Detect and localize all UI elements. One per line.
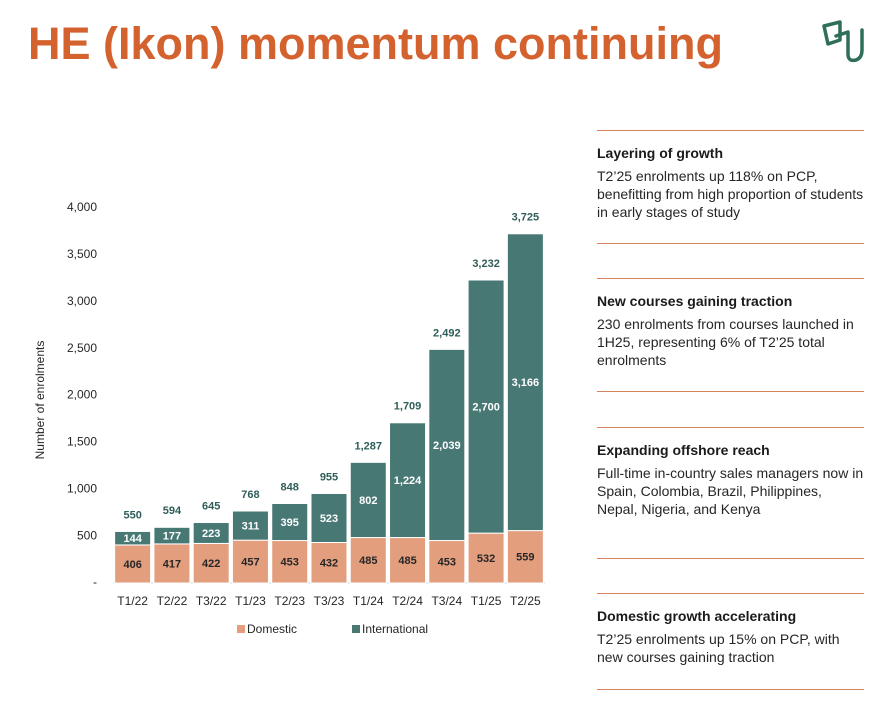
x-tick-label: T1/24	[353, 594, 384, 608]
legend-label: International	[362, 622, 428, 636]
segment-label: 311	[242, 520, 260, 532]
total-label: 768	[241, 489, 259, 501]
segment-label: 144	[123, 533, 142, 545]
bar-segment	[506, 530, 544, 584]
bar-segment	[192, 522, 230, 544]
legend-swatch	[352, 625, 360, 633]
x-tick-label: T2/23	[274, 594, 305, 608]
y-tick-label: 1,500	[67, 435, 97, 449]
bar-segment	[389, 422, 427, 539]
segment-label: 453	[438, 557, 456, 569]
bar-segment	[310, 542, 348, 584]
segment-label: 1,224	[394, 475, 422, 487]
segment-label: 2,039	[433, 440, 461, 452]
bar-segment	[467, 279, 505, 534]
segment-label: 485	[359, 555, 377, 567]
bar-segment	[467, 532, 505, 584]
x-tick-label: T2/22	[157, 594, 188, 608]
x-tick-label: T3/23	[314, 594, 345, 608]
total-label: 848	[281, 481, 299, 493]
bar-segment	[349, 461, 387, 539]
y-tick-label: 500	[77, 528, 97, 542]
segment-label: 523	[320, 513, 338, 525]
total-label: 550	[123, 509, 141, 521]
bar-segment	[389, 537, 427, 584]
bar-segment	[231, 539, 269, 584]
y-tick-label: -	[93, 575, 97, 589]
y-axis-label: Number of enrolments	[33, 341, 47, 460]
slide-title: HE (Ikon) momentum continuing	[28, 18, 723, 69]
legend-label: Domestic	[247, 622, 297, 636]
segment-label: 223	[202, 528, 220, 540]
y-tick-label: 3,500	[67, 247, 97, 261]
y-tick-label: 4,000	[67, 200, 97, 214]
panel-body: 230 enrolments from courses launched in …	[597, 316, 854, 368]
panel-body: T2’25 enrolments up 118% on PCP, benefit…	[597, 168, 864, 220]
panel: Layering of growth T2’25 enrolments up 11…	[597, 130, 864, 244]
x-tick-label: T2/25	[510, 594, 541, 608]
segment-label: 532	[477, 553, 495, 565]
bar-segment	[428, 348, 466, 542]
bar-segment	[428, 540, 466, 584]
panel: Domestic growth accelerating T2’25 enrolm…	[597, 593, 864, 690]
bar-segment	[271, 540, 309, 584]
segment-label: 177	[163, 531, 181, 543]
total-label: 594	[163, 505, 182, 517]
x-tick-label: T1/22	[117, 594, 148, 608]
bar-segment	[153, 543, 191, 584]
segment-label: 422	[202, 558, 220, 570]
segment-label: 417	[163, 558, 181, 570]
panel-heading: Domestic growth accelerating	[597, 608, 797, 624]
panel-body: T2’25 enrolments up 15% on PCP, with new…	[597, 631, 840, 665]
total-label: 3,725	[512, 212, 540, 224]
bar-segment	[114, 530, 152, 546]
y-tick-label: 1,000	[67, 481, 97, 495]
bar-segment	[114, 544, 152, 584]
bar-segment	[192, 542, 230, 584]
bar-segment	[349, 537, 387, 584]
x-tick-label: T3/22	[196, 594, 227, 608]
legend-swatch	[237, 625, 245, 633]
panel: New courses gaining traction 230 enrolmen…	[597, 278, 864, 392]
total-label: 1,709	[394, 401, 422, 413]
bar-segment	[310, 492, 348, 543]
segment-label: 3,166	[512, 377, 540, 389]
segment-label: 406	[123, 559, 141, 571]
panel-heading: Layering of growth	[597, 145, 723, 161]
x-tick-label: T3/24	[431, 594, 462, 608]
segment-label: 395	[281, 517, 299, 529]
segment-label: 802	[359, 495, 377, 507]
panel-heading: New courses gaining traction	[597, 293, 793, 309]
segment-label: 559	[516, 552, 534, 564]
segment-label: 453	[281, 557, 299, 569]
chart: - 500 1,000 1,500 2,000 2,500 3,000 3,500 4,000 N…	[33, 200, 545, 636]
panel-heading: Expanding offshore reach	[597, 442, 770, 458]
total-label: 955	[320, 471, 338, 483]
total-label: 2,492	[433, 327, 461, 339]
x-tick-label: T2/24	[392, 594, 423, 608]
panel-body: Full-time in-country sales managers now …	[597, 465, 864, 517]
logo	[822, 20, 864, 63]
segment-label: 2,700	[472, 401, 500, 413]
segment-label: 485	[398, 555, 416, 567]
y-tick-label: 2,500	[67, 341, 97, 355]
total-label: 1,287	[355, 440, 383, 452]
x-tick-label: T1/23	[235, 594, 266, 608]
y-tick-label: 2,000	[67, 388, 97, 402]
bar-segment	[271, 503, 309, 542]
segment-label: 457	[241, 556, 259, 568]
y-tick-label: 3,000	[67, 294, 97, 308]
x-tick-label: T1/25	[471, 594, 502, 608]
total-label: 645	[202, 500, 220, 512]
panel: Expanding offshore reach Full-time in-cou…	[597, 427, 864, 559]
bar-segment	[231, 510, 269, 541]
bar-segment	[153, 526, 191, 545]
total-label: 3,232	[472, 258, 500, 270]
bar-segment	[506, 233, 544, 532]
segment-label: 432	[320, 558, 338, 570]
